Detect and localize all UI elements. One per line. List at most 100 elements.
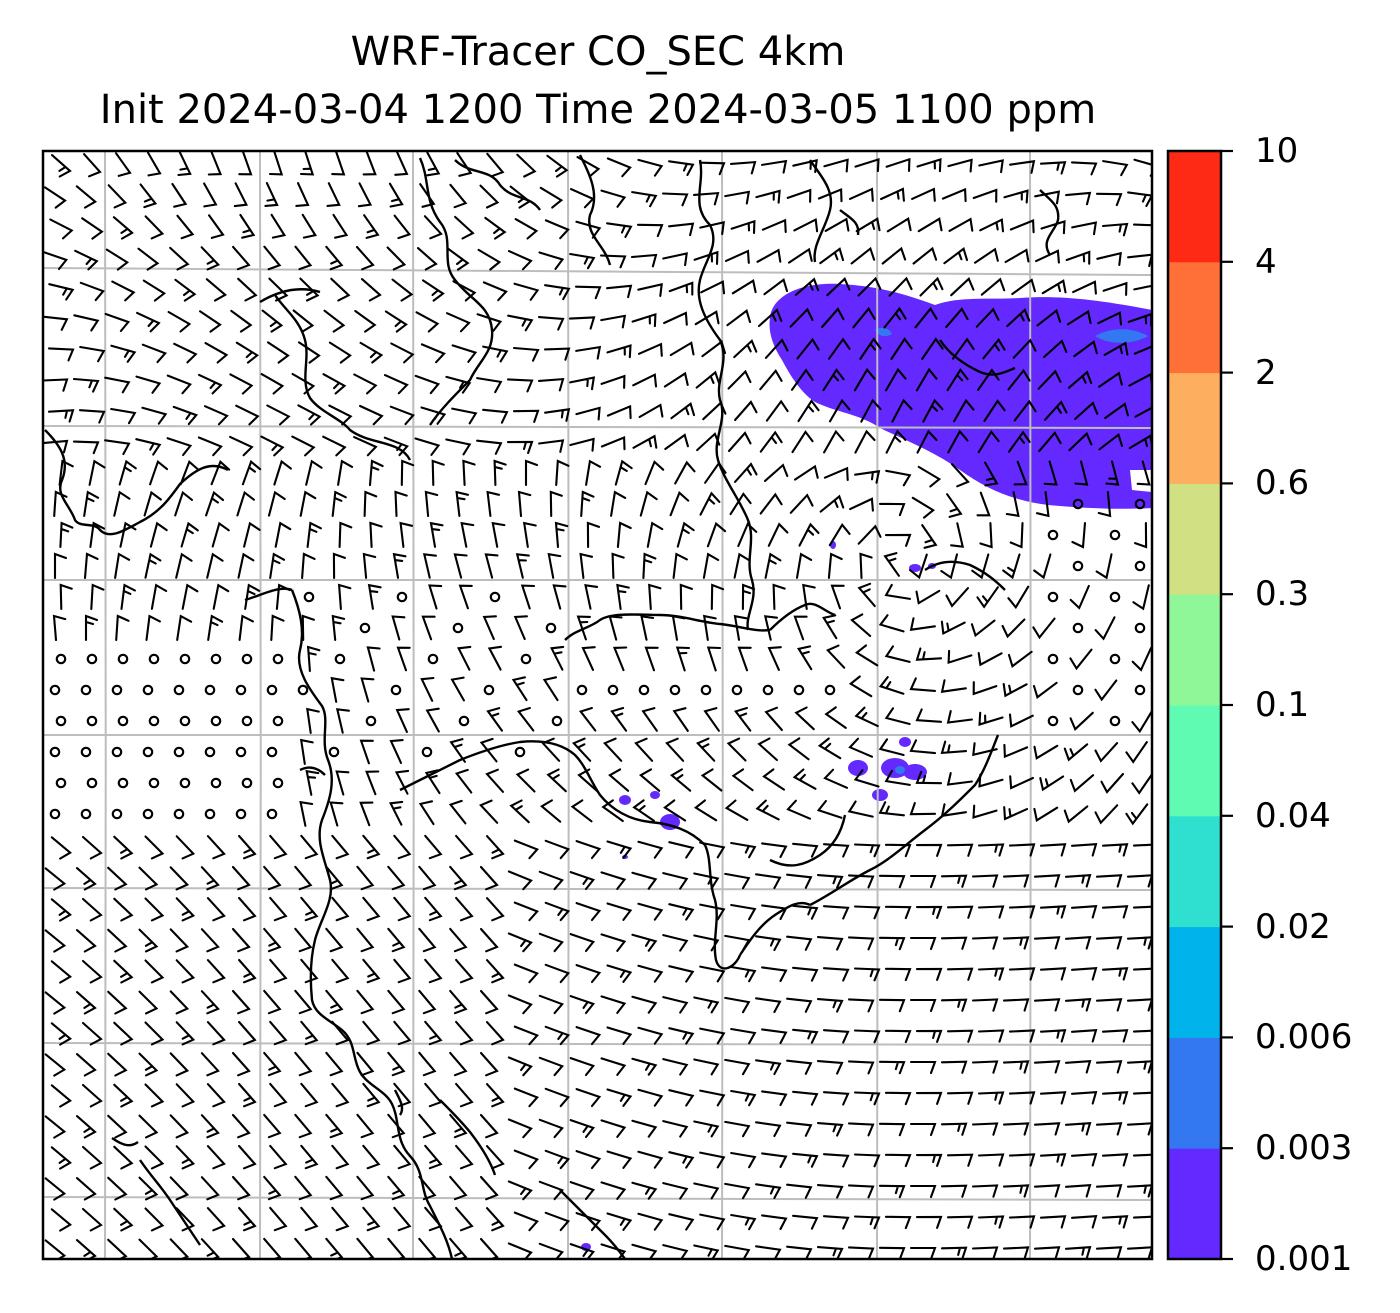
wind-barb bbox=[297, 404, 322, 426]
calm-wind-marker bbox=[49, 746, 61, 758]
wind-barb bbox=[817, 187, 843, 203]
wind-barb bbox=[1131, 709, 1152, 734]
calm-wind-marker bbox=[142, 684, 154, 696]
wind-barb bbox=[90, 583, 105, 611]
calm-wind-marker bbox=[80, 808, 92, 820]
wind-barb bbox=[356, 1051, 375, 1077]
wind-barb bbox=[1098, 371, 1123, 388]
wind-barb bbox=[669, 768, 692, 792]
wind-barb bbox=[1104, 402, 1129, 420]
wind-barb bbox=[878, 614, 905, 633]
wind-barb bbox=[144, 215, 165, 240]
wind-barb bbox=[238, 614, 254, 641]
wind-barb bbox=[693, 1120, 720, 1138]
wind-barb bbox=[847, 874, 875, 889]
wind-barb bbox=[761, 966, 788, 983]
wind-barb bbox=[1008, 1215, 1036, 1229]
wind-barb bbox=[206, 552, 224, 579]
wind-barb bbox=[362, 896, 381, 922]
wind-barb bbox=[291, 372, 316, 395]
wind-barb bbox=[699, 1151, 726, 1169]
wind-barb bbox=[793, 464, 819, 481]
wind-barb bbox=[479, 927, 499, 953]
wind-barb bbox=[207, 214, 225, 239]
wind-barb bbox=[878, 998, 906, 1013]
wind-barb bbox=[420, 676, 435, 702]
wind-barb bbox=[479, 1113, 499, 1139]
wind-barb bbox=[1097, 491, 1112, 518]
wind-barb bbox=[243, 521, 261, 548]
wind-barb bbox=[331, 151, 346, 176]
wind-barb bbox=[544, 284, 571, 301]
wind-barb bbox=[847, 998, 875, 1013]
wind-barb bbox=[755, 1059, 782, 1076]
wind-barb bbox=[853, 769, 880, 788]
calm-wind-marker bbox=[514, 746, 526, 758]
wind-barb bbox=[1074, 401, 1099, 421]
wind-barb bbox=[600, 435, 626, 451]
wind-barb bbox=[1132, 843, 1152, 847]
colorbar-tick-label: 0.04 bbox=[1255, 795, 1331, 836]
wind-barb bbox=[1043, 400, 1068, 421]
wind-barb bbox=[853, 1091, 881, 1106]
wind-barb bbox=[50, 1022, 73, 1046]
wind-barb bbox=[637, 282, 663, 297]
wind-barb bbox=[476, 313, 503, 332]
tracer-plume-core bbox=[1095, 329, 1148, 343]
wind-barb bbox=[138, 990, 159, 1015]
wind-barb bbox=[515, 768, 536, 793]
wind-barb bbox=[764, 552, 782, 579]
colorbar-tick-label: 0.1 bbox=[1255, 685, 1310, 725]
wind-barb bbox=[44, 867, 67, 891]
colorbar-segment bbox=[1168, 705, 1221, 817]
wind-barb bbox=[668, 281, 694, 296]
wind-barb bbox=[947, 649, 973, 665]
wind-barb bbox=[730, 841, 757, 859]
wind-barb bbox=[600, 1119, 627, 1138]
wind-barb bbox=[49, 218, 74, 240]
wind-barb bbox=[1095, 874, 1123, 888]
wind-barb bbox=[610, 490, 627, 517]
wind-barb bbox=[44, 929, 67, 953]
wind-barb bbox=[104, 439, 131, 456]
wind-barb bbox=[972, 804, 998, 819]
wind-barb bbox=[485, 959, 505, 984]
wind-barb bbox=[1039, 843, 1067, 857]
calm-wind-marker bbox=[551, 715, 563, 727]
wind-barb bbox=[641, 707, 658, 732]
wind-barb bbox=[74, 249, 99, 271]
wind-barb bbox=[1133, 345, 1152, 355]
wind-barb bbox=[664, 433, 689, 451]
wind-barb bbox=[235, 404, 260, 426]
wind-barb bbox=[940, 1184, 968, 1198]
calm-wind-marker bbox=[1109, 529, 1121, 541]
wind-barb bbox=[940, 998, 968, 1012]
wind-barb bbox=[292, 309, 315, 333]
wind-barb bbox=[761, 904, 788, 921]
wind-barb bbox=[445, 312, 471, 333]
wind-barb bbox=[328, 341, 352, 364]
wind-barb bbox=[857, 524, 882, 545]
wind-barb bbox=[266, 341, 290, 364]
wind-barb bbox=[970, 619, 996, 638]
wind-barb bbox=[941, 187, 967, 203]
wind-barb bbox=[387, 1175, 406, 1201]
wind-barb bbox=[418, 800, 435, 826]
wind-barb bbox=[1095, 998, 1123, 1012]
wind-barb bbox=[200, 1176, 220, 1201]
wind-barb bbox=[231, 989, 251, 1015]
wind-barb bbox=[1037, 369, 1062, 390]
calm-wind-marker bbox=[55, 777, 67, 789]
wind-barb bbox=[294, 1113, 313, 1139]
wind-barb bbox=[537, 316, 565, 331]
wind-barb bbox=[1006, 308, 1031, 328]
wind-barb bbox=[568, 316, 596, 330]
wind-barb bbox=[113, 959, 134, 984]
wind-barb bbox=[600, 374, 626, 389]
wind-barb bbox=[702, 552, 720, 579]
wind-barb bbox=[710, 583, 725, 611]
wind-barb bbox=[692, 191, 720, 206]
wind-barb bbox=[507, 250, 533, 271]
wind-barb bbox=[756, 248, 782, 263]
wind-barb bbox=[761, 159, 788, 174]
